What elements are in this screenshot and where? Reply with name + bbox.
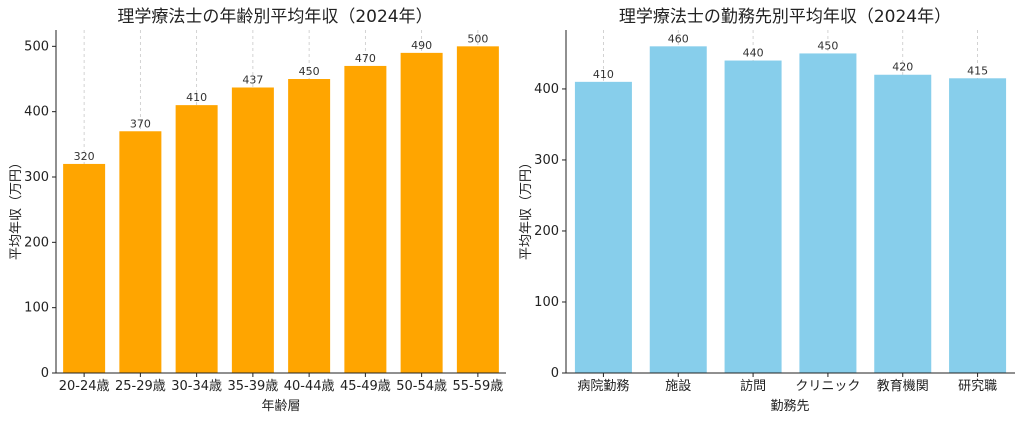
bar <box>874 74 932 373</box>
data-label: 415 <box>967 64 988 77</box>
y-tick-label: 300 <box>534 153 559 168</box>
y-tick-label: 500 <box>24 39 49 54</box>
y-tick-label: 0 <box>551 366 559 381</box>
x-tick-label: 病院勤務 <box>577 379 629 394</box>
x-tick-label: 35-39歳 <box>227 379 278 394</box>
x-tick-label: 訪問 <box>740 378 766 394</box>
x-tick-label: 50-54歳 <box>396 379 447 394</box>
data-label: 500 <box>467 32 488 45</box>
y-tick-label: 400 <box>534 82 559 97</box>
bar <box>288 79 331 373</box>
x-tick-label: 30-34歳 <box>171 379 222 394</box>
x-tick-label: クリニック <box>795 379 860 394</box>
bar <box>456 46 499 373</box>
y-axis-label: 平均年収（万円） <box>519 156 534 260</box>
chart-title: 理学療法士の勤務先別平均年収（2024年） <box>619 7 951 27</box>
bar <box>344 65 387 373</box>
x-axis-label: 勤務先 <box>770 399 809 414</box>
x-tick-label: 25-29歳 <box>115 379 166 394</box>
bar <box>175 105 218 373</box>
data-label: 450 <box>299 65 320 78</box>
x-tick-label: 施設 <box>665 378 691 394</box>
bar <box>231 87 274 373</box>
bar <box>119 131 162 373</box>
data-label: 470 <box>355 52 376 65</box>
data-label: 490 <box>411 39 432 52</box>
data-label: 440 <box>743 47 764 60</box>
data-label: 420 <box>892 61 913 74</box>
y-tick-label: 0 <box>41 366 49 381</box>
data-label: 437 <box>242 73 263 86</box>
x-tick-label: 40-44歳 <box>284 379 335 394</box>
y-tick-label: 200 <box>24 235 49 250</box>
data-label: 460 <box>668 32 689 45</box>
y-tick-label: 100 <box>24 301 49 316</box>
x-tick-label: 研究職 <box>958 379 997 394</box>
x-tick-label: 45-49歳 <box>340 379 391 394</box>
data-label: 320 <box>74 150 95 163</box>
y-tick-label: 100 <box>534 295 559 310</box>
data-label: 370 <box>130 117 151 130</box>
age-salary-chart: 理学療法士の年齢別平均年収（2024年） 年齢層 平均年収（万円） 320 370… <box>9 7 506 414</box>
y-tick-label: 400 <box>24 105 49 120</box>
y-tick-label: 200 <box>534 224 559 239</box>
x-axis-label: 年齢層 <box>261 399 300 414</box>
chart-title: 理学療法士の年齢別平均年収（2024年） <box>117 7 432 27</box>
data-label: 450 <box>817 39 838 52</box>
workplace-salary-chart: 理学療法士の勤務先別平均年収（2024年） 勤務先 平均年収（万円） 410 46… <box>519 7 1015 414</box>
data-label: 410 <box>593 68 614 81</box>
bar <box>400 52 443 373</box>
bar <box>63 163 106 373</box>
bar <box>574 81 632 373</box>
bar <box>799 53 857 373</box>
bar <box>649 46 707 373</box>
bar <box>949 78 1007 373</box>
y-axis-label: 平均年収（万円） <box>9 156 24 260</box>
x-tick-label: 20-24歳 <box>59 379 110 394</box>
bar <box>724 60 782 374</box>
x-tick-label: 教育機関 <box>877 378 929 394</box>
y-tick-label: 300 <box>24 170 49 185</box>
data-label: 410 <box>186 91 207 104</box>
x-tick-label: 55-59歳 <box>452 379 503 394</box>
